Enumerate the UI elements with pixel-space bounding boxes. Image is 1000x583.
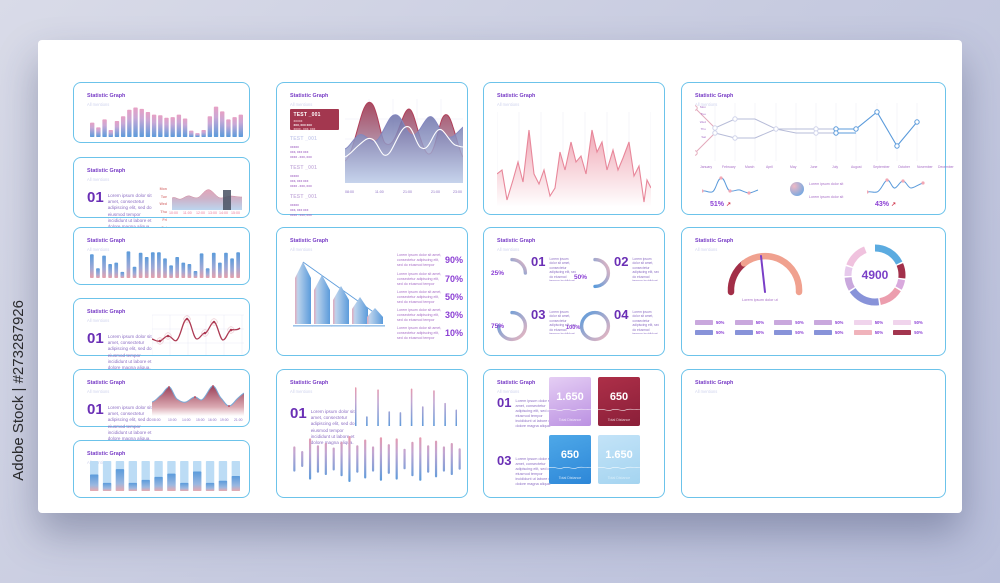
svg-text:21:00: 21:00 xyxy=(403,190,412,194)
svg-text:4900: 4900 xyxy=(862,268,889,282)
svg-text:21:00: 21:00 xyxy=(431,190,440,194)
svg-text:11:00: 11:00 xyxy=(375,190,384,194)
svg-text:23:00: 23:00 xyxy=(453,190,462,194)
svg-text:08:00: 08:00 xyxy=(345,190,354,194)
